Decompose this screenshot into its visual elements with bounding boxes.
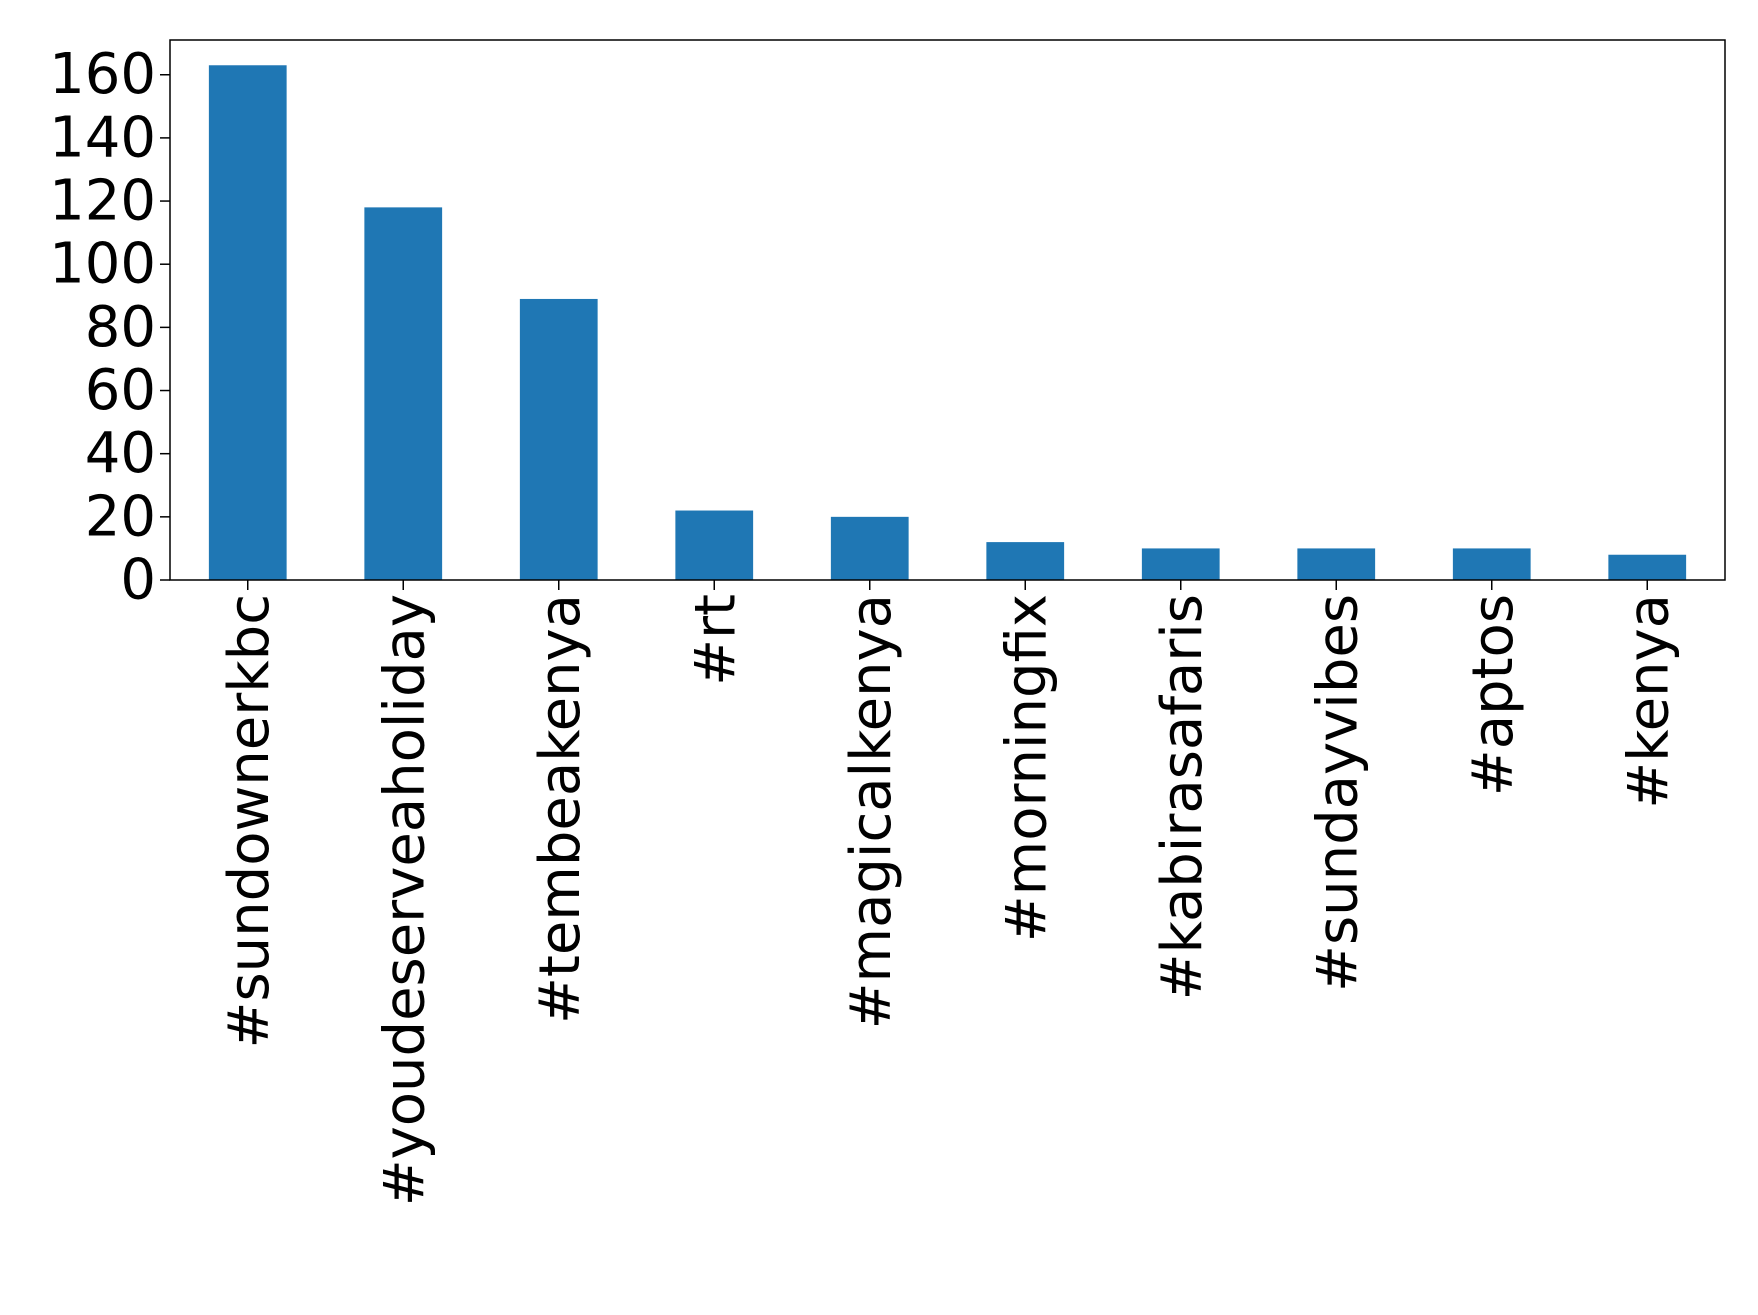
- y-tick-label-7: 140: [49, 105, 156, 170]
- bar-2: [519, 298, 598, 580]
- y-tick-label-3: 60: [85, 358, 156, 423]
- x-tick-label-0: #sundownerkbc: [217, 594, 282, 1048]
- x-tick-label-7: #sundayvibes: [1305, 594, 1370, 992]
- plot-frame: [169, 39, 1726, 581]
- x-tick-label-6: #kabirasafaris: [1150, 594, 1215, 1000]
- bar-3: [675, 510, 754, 580]
- y-tick-label-5: 100: [49, 232, 156, 297]
- bar-4: [830, 516, 909, 580]
- bar-0: [208, 65, 287, 580]
- x-tick-label-4: #magicalkenya: [839, 594, 904, 1029]
- x-tick-label-5: #morningfix: [994, 594, 1059, 942]
- bars-layer: [208, 65, 1687, 581]
- y-tick-label-2: 40: [85, 421, 156, 486]
- bar-5: [986, 542, 1065, 580]
- y-tick-label-0: 0: [120, 548, 156, 613]
- bar-9: [1608, 554, 1687, 580]
- bar-1: [364, 207, 443, 581]
- y-tick-label-1: 20: [85, 484, 156, 549]
- x-tick-label-9: #kenya: [1616, 594, 1681, 809]
- x-tick-label-8: #aptos: [1461, 594, 1526, 796]
- y-tick-label-4: 80: [85, 295, 156, 360]
- x-tick-label-1: #youdeserveaholiday: [372, 594, 437, 1206]
- bar-8: [1452, 548, 1531, 580]
- x-axis: #sundownerkbc #youdeserveaholiday #tembeak…: [217, 580, 1681, 1206]
- bar-7: [1297, 548, 1376, 580]
- x-tick-label-2: #tembeakenya: [528, 594, 593, 1024]
- x-tick-label-3: #rt: [683, 594, 748, 686]
- y-tick-label-6: 120: [49, 169, 156, 234]
- bar-6: [1141, 548, 1220, 580]
- y-tick-label-8: 160: [49, 42, 156, 107]
